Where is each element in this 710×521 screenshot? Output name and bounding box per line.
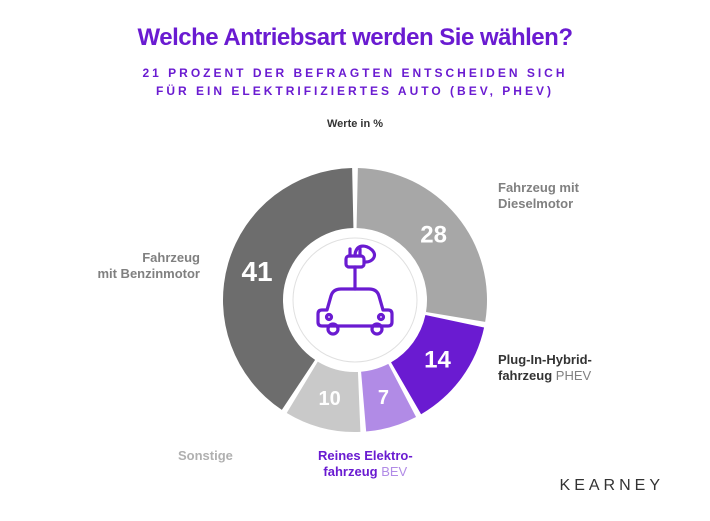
- label-diesel-l2: Dieselmotor: [498, 196, 573, 211]
- label-petrol-l1: Fahrzeug: [142, 250, 200, 265]
- slice-value-petrol: 41: [241, 256, 272, 287]
- slice-value-bev: 7: [378, 387, 389, 409]
- label-phev-l2a: fahrzeug: [498, 368, 556, 383]
- label-phev-l1: Plug-In-Hybrid-: [498, 352, 592, 367]
- label-phev-l2b: PHEV: [556, 368, 591, 383]
- label-diesel: Fahrzeug mit Dieselmotor: [498, 180, 579, 213]
- label-diesel-l1: Fahrzeug mit: [498, 180, 579, 195]
- label-phev: Plug-In-Hybrid- fahrzeug PHEV: [498, 352, 592, 385]
- label-bev-l2a: fahrzeug: [323, 464, 381, 479]
- label-petrol: Fahrzeug mit Benzinmotor: [70, 250, 200, 283]
- slice-value-diesel: 28: [420, 221, 447, 248]
- label-bev-l2b: BEV: [381, 464, 407, 479]
- label-bev-l1: Reines Elektro-: [318, 448, 413, 463]
- label-other-l1: Sonstige: [178, 448, 233, 463]
- label-petrol-l2: mit Benzinmotor: [97, 266, 200, 281]
- infographic-stage: Welche Antriebsart werden Sie wählen? 21…: [0, 0, 710, 521]
- label-bev: Reines Elektro- fahrzeug BEV: [318, 448, 413, 481]
- brand-logo: KEARNEY: [560, 477, 664, 495]
- label-other: Sonstige: [178, 448, 233, 464]
- slice-value-phev: 14: [424, 346, 451, 373]
- slice-value-other: 10: [319, 388, 341, 410]
